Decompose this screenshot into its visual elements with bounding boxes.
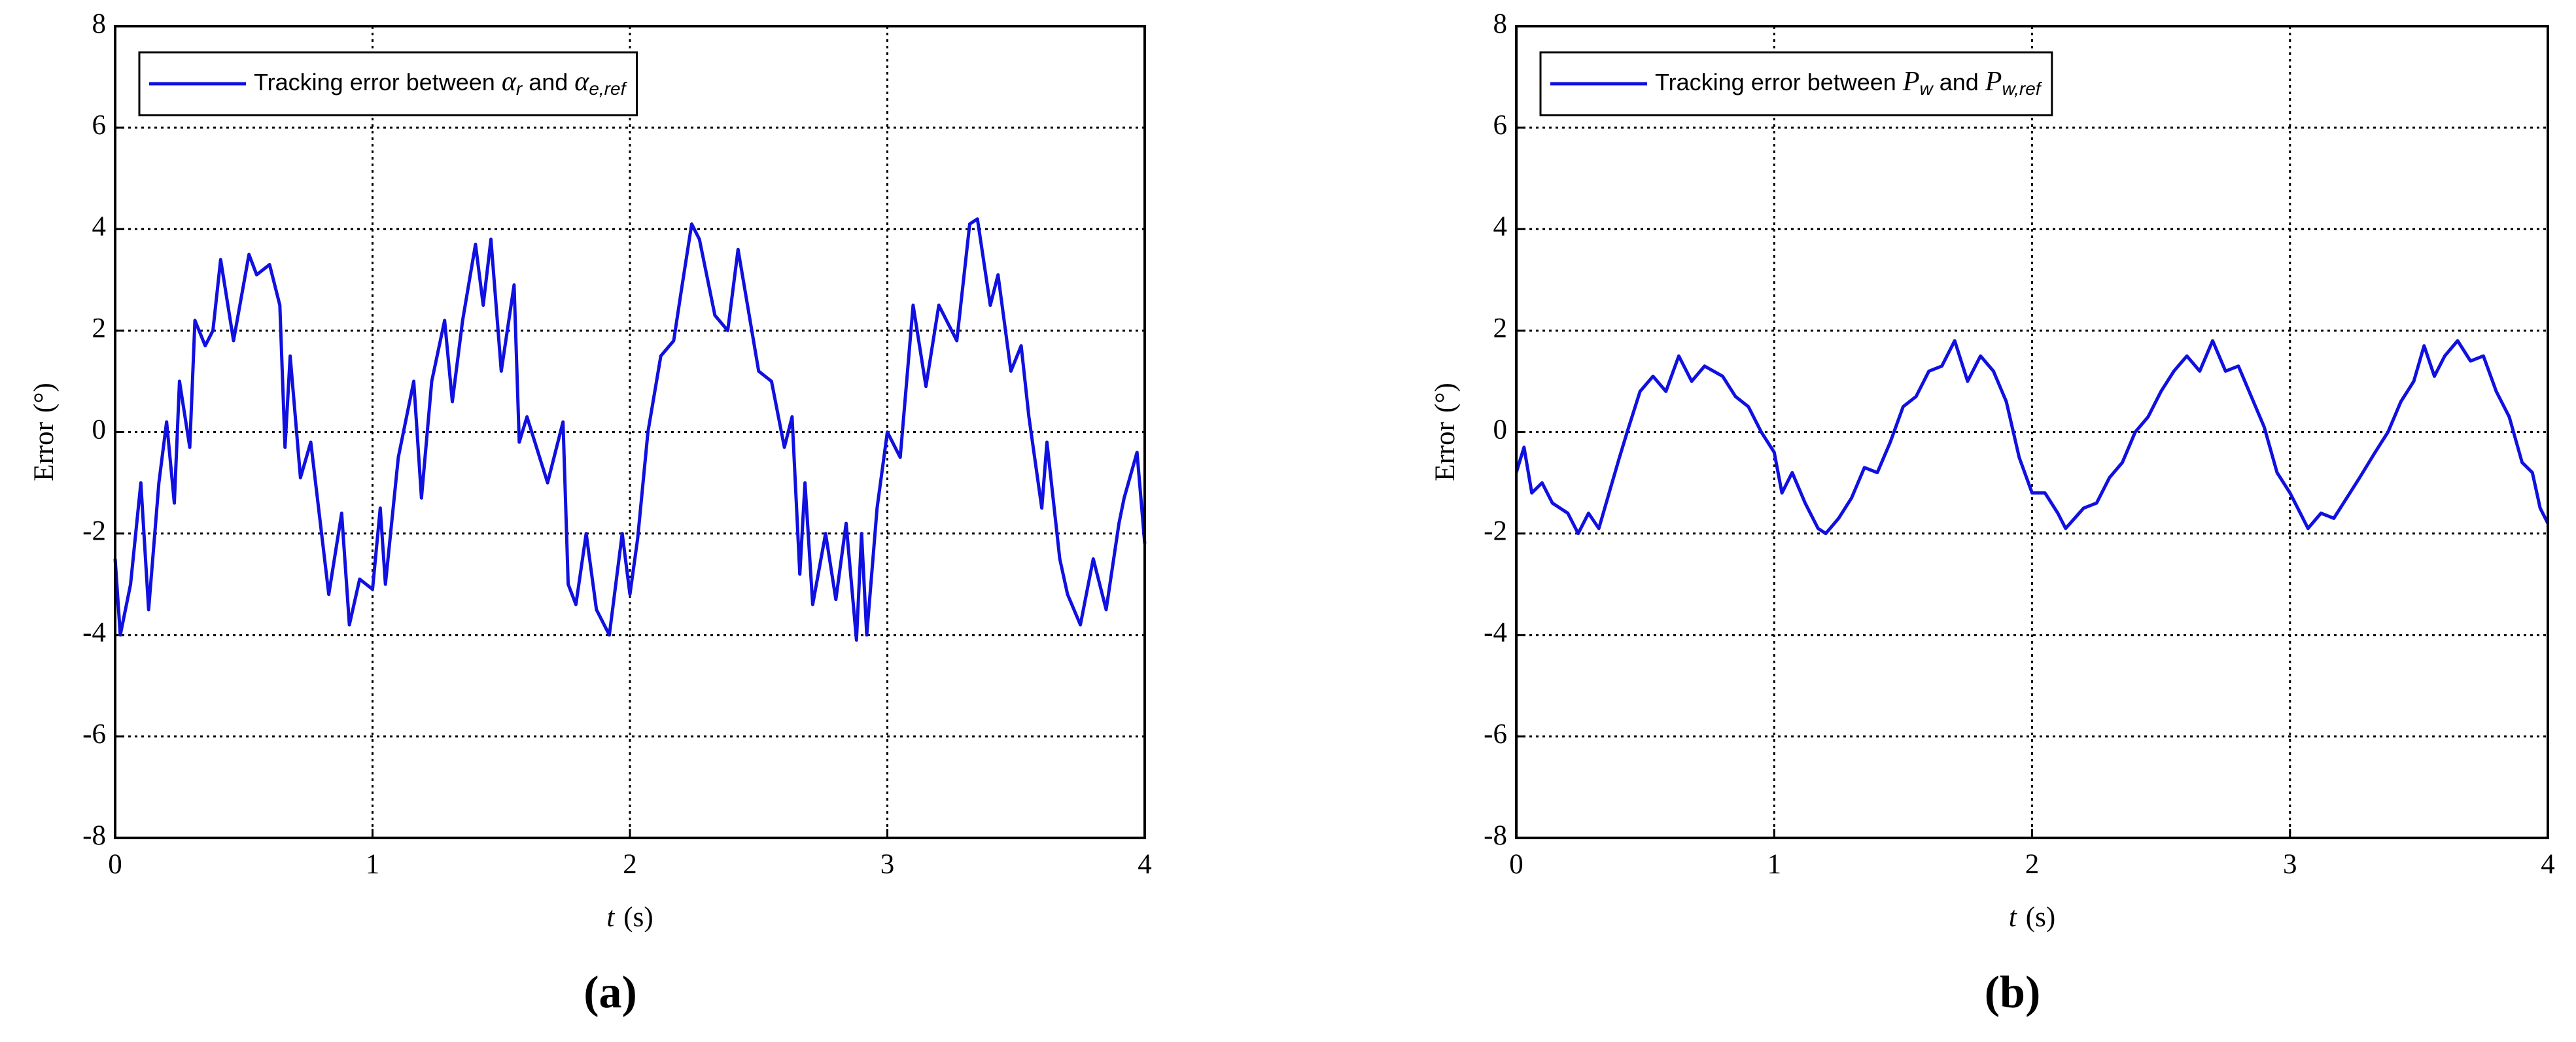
legend-symbol: α	[574, 67, 589, 97]
legend: Tracking error between Pw and Pw,ref	[1539, 51, 2053, 116]
legend-text: and	[1940, 69, 1979, 96]
y-tick-label: 6	[1493, 110, 1508, 141]
legend-label: Tracking error between Pw and Pw,ref	[1655, 67, 2043, 99]
caption: (b)	[1985, 967, 2041, 1018]
x-axis-label: t (s)	[2009, 902, 2055, 933]
x-axis-label-unit: (s)	[2026, 902, 2055, 933]
data-line	[1514, 339, 2550, 536]
legend-text: Tracking error between	[1655, 69, 1896, 96]
y-tick-label: -8	[82, 820, 106, 851]
y-tick-label: -8	[1484, 820, 1507, 851]
x-tick-label: 4	[1138, 849, 1152, 880]
y-tick-label: -4	[82, 617, 106, 648]
x-tick-label: 2	[2025, 849, 2040, 880]
x-tick-label: 1	[1767, 849, 1782, 880]
y-tick-label: 0	[1493, 414, 1508, 445]
y-tick-label: -6	[82, 719, 106, 750]
legend-label: Tracking error between αr and αe,ref	[254, 67, 628, 99]
x-tick-label: 2	[623, 849, 637, 880]
x-axis-label-var: t	[2009, 902, 2017, 933]
y-tick-label: -4	[1484, 617, 1507, 648]
chart: -8 -6 -4 -2 0 2 4 6 8 0 1 2 3 4 Tracking error between…	[1430, 9, 2555, 1018]
y-tick-label: 2	[1493, 313, 1508, 343]
x-axis-label-var: t	[606, 902, 615, 933]
x-tick-label: 4	[2541, 849, 2555, 880]
y-tick-label: 4	[1493, 211, 1508, 242]
y-tick-label: -2	[1484, 516, 1507, 547]
y-axis-label-text: Error	[29, 422, 60, 481]
legend-subscript: r	[516, 78, 523, 99]
y-tick-label: 2	[92, 313, 107, 343]
y-tick-label: -6	[1484, 719, 1507, 750]
y-tick-label: 4	[92, 211, 107, 242]
legend-text: and	[529, 69, 568, 96]
y-tick-label: 0	[92, 414, 107, 445]
y-tick-label: 8	[1493, 9, 1508, 39]
caption: (a)	[583, 967, 637, 1018]
x-tick-label: 1	[366, 849, 380, 880]
x-tick-label: 3	[2283, 849, 2297, 880]
y-axis-label-unit: (°)	[29, 383, 60, 413]
y-axis-label-text: Error	[1430, 422, 1461, 481]
y-tick-label: 8	[92, 9, 107, 39]
x-tick-label: 0	[108, 849, 122, 880]
x-tick-label: 3	[880, 849, 895, 880]
chart: -8 -6 -4 -2 0 2 4 6 8 0 1 2 3 4 Tracking error between…	[29, 9, 1152, 1018]
y-tick-label: -2	[82, 516, 106, 547]
legend-subscript: w,ref	[2002, 78, 2042, 99]
x-axis-label-unit: (s)	[623, 902, 653, 933]
y-axis-label: Error (°)	[29, 383, 60, 481]
y-axis-label: Error (°)	[1430, 383, 1461, 481]
legend-subscript: w	[1919, 78, 1934, 99]
legend-symbol: P	[1985, 67, 2002, 97]
y-axis-label-unit: (°)	[1430, 383, 1461, 413]
legend-subscript: e,ref	[589, 78, 627, 99]
plot-frame	[114, 25, 1146, 839]
x-axis-label: t (s)	[606, 902, 653, 933]
legend-symbol: P	[1902, 67, 1920, 97]
legend-symbol: α	[502, 67, 517, 97]
y-tick-label: 6	[92, 110, 107, 141]
legend: Tracking error between αr and αe,ref	[138, 51, 638, 116]
legend-text: Tracking error between	[254, 69, 495, 96]
plot-frame	[1515, 25, 2549, 839]
data-line	[113, 217, 1147, 642]
x-tick-label: 0	[1509, 849, 1523, 880]
